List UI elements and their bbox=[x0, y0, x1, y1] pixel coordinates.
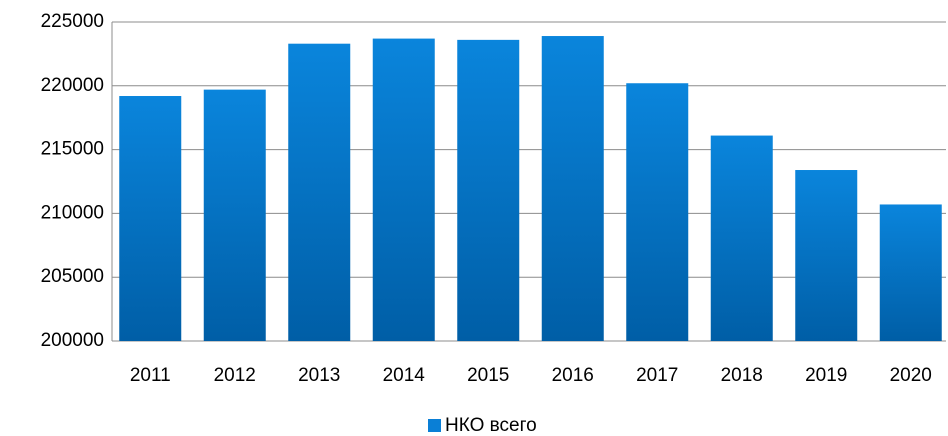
x-tick-label: 2019 bbox=[805, 365, 847, 386]
x-tick-label: 2013 bbox=[298, 365, 340, 386]
y-tick-label: 225000 bbox=[41, 11, 104, 32]
x-tick-label: 2016 bbox=[552, 365, 594, 386]
y-tick-label: 215000 bbox=[41, 139, 104, 160]
bar bbox=[710, 135, 773, 341]
y-tick-label: 205000 bbox=[41, 266, 104, 287]
x-tick-label: 2020 bbox=[890, 365, 932, 386]
y-tick-label: 200000 bbox=[41, 330, 104, 351]
x-tick-label: 2015 bbox=[467, 365, 509, 386]
bar bbox=[372, 38, 435, 341]
bar bbox=[457, 39, 520, 341]
bar bbox=[203, 89, 266, 342]
x-tick-label: 2012 bbox=[214, 365, 256, 386]
y-tick-label: 220000 bbox=[41, 75, 104, 96]
x-tick-label: 2018 bbox=[721, 365, 763, 386]
x-tick-label: 2014 bbox=[383, 365, 426, 386]
x-tick-label: 2017 bbox=[636, 365, 678, 386]
bar bbox=[795, 170, 858, 341]
bar bbox=[119, 96, 182, 342]
bar bbox=[879, 204, 942, 341]
legend-swatch bbox=[428, 419, 441, 432]
bar bbox=[288, 43, 351, 341]
x-tick-label: 2011 bbox=[130, 365, 171, 386]
bar bbox=[541, 36, 604, 341]
bar bbox=[626, 83, 689, 342]
legend-label: НКО всего bbox=[445, 415, 537, 436]
y-tick-label: 210000 bbox=[41, 202, 104, 223]
